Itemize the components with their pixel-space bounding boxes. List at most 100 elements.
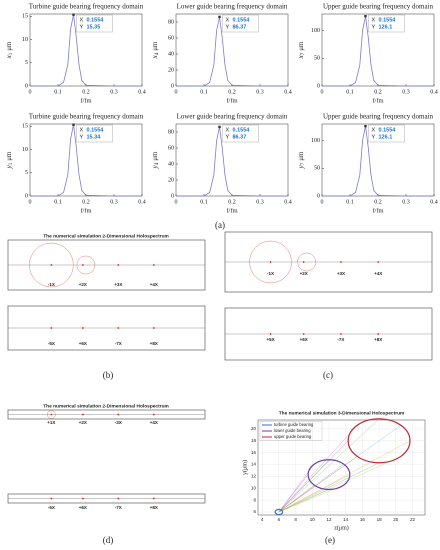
y-label-var: x	[297, 54, 305, 59]
chart-title: Turbine guide bearing frequency domain	[29, 113, 144, 121]
y-tick-label: 5	[25, 170, 28, 176]
x-tick-label: 0.3	[256, 199, 264, 205]
harmonic-label: -1X	[48, 282, 55, 287]
y-tick-label: 15	[22, 14, 28, 20]
y-tick-label: 100	[311, 28, 320, 34]
harmonic-dot	[269, 333, 272, 335]
spectrum-line	[176, 126, 288, 197]
datatip-marker	[72, 123, 75, 126]
y-tick-label: 16	[251, 450, 257, 455]
harmonic-label: +2X	[79, 420, 87, 425]
panel-label: (e)	[325, 535, 335, 545]
y-axis-label: y1μm	[5, 151, 15, 169]
harmonic-label: -5X	[48, 505, 55, 510]
x-tick-label: 20	[393, 517, 399, 522]
harmonic-dot	[50, 327, 53, 329]
x-tick-label: 14	[343, 517, 349, 522]
y-tick-label: 0	[317, 83, 320, 89]
harmonic-label: +8X	[150, 505, 158, 510]
y-label-unit: μm	[5, 151, 13, 161]
panel-title: The numerical simulation 3-Dimensional H…	[279, 410, 405, 416]
x-tick-label: 0.1	[200, 199, 208, 205]
harmonic-dot	[377, 333, 380, 335]
x-tick-label: 0.3	[402, 89, 410, 95]
y-tick-label: 10	[22, 37, 28, 43]
harmonic-circle	[76, 255, 96, 275]
datatip-x: 0.1554	[87, 127, 105, 133]
panel-label: (d)	[103, 535, 114, 545]
x-tick-label: 0.1	[200, 89, 208, 95]
spectrum-line	[322, 16, 434, 87]
panel-title: The numerical simulation 2-Dimensional H…	[43, 233, 169, 239]
x-tick-label: 10	[310, 517, 316, 522]
datatip-box	[76, 124, 113, 143]
cone-line	[278, 440, 411, 513]
legend-label: upper guide bearing	[274, 434, 312, 439]
x-tick-label: 16	[360, 517, 366, 522]
legend-frame	[259, 421, 323, 441]
datatip-x-label: X	[372, 127, 376, 133]
datatip-marker	[364, 14, 367, 18]
panel-label: (b)	[103, 370, 114, 380]
y-axis-label: y7μm	[297, 151, 307, 169]
y-tick-label: 15	[22, 124, 28, 130]
datatip-x-label: X	[80, 127, 84, 133]
x-axis-label: f/fm	[226, 97, 237, 104]
x-tick-label: 0	[321, 89, 324, 95]
harmonic-circle	[29, 242, 74, 288]
harmonic-label: +1X	[47, 420, 55, 425]
bearing-orbit	[347, 418, 411, 464]
datatip-marker	[364, 124, 367, 128]
harmonic-dot	[117, 497, 120, 500]
cone-line	[278, 462, 380, 513]
harmonic-dot	[152, 413, 155, 416]
datatip-box	[368, 14, 405, 33]
datatip-box	[222, 14, 259, 33]
datatip-x: 0.1554	[233, 127, 251, 133]
chart-title: Lower guide bearing frequency domain	[177, 113, 288, 121]
y-tick-label: 18	[251, 438, 257, 443]
spectrum-line	[30, 14, 142, 87]
y-axis-label: x7μm	[297, 41, 307, 59]
x-axis-label: f/fm	[80, 207, 91, 214]
x-tick-label: 6	[278, 517, 281, 522]
harmonic-label: +2X	[79, 282, 87, 287]
harmonic-label: +6X	[300, 337, 308, 342]
x-tick-label: 0.4	[138, 199, 146, 205]
harmonic-circle	[249, 240, 292, 284]
x-tick-label: 0.1	[346, 199, 354, 205]
harmonic-dot	[152, 327, 155, 329]
harmonic-label: -5X	[48, 341, 55, 346]
y-label-sub: 1	[9, 52, 14, 55]
chart-title: Upper guide bearing frequency domain	[323, 113, 434, 121]
y-label-sub: 7	[301, 162, 306, 165]
y-tick-label: 40	[168, 51, 174, 57]
datatip-y-label: Y	[372, 24, 376, 30]
datatip-box	[76, 14, 113, 33]
x-tick-label: 0.1	[54, 89, 62, 95]
x-tick-label: 0	[175, 199, 178, 205]
harmonic-label: +3X	[337, 271, 345, 276]
datatip-y-label: Y	[226, 134, 230, 140]
datatip-box	[222, 124, 259, 143]
datatip-y: 126.1	[379, 24, 393, 30]
x-axis-label: f/fm	[372, 97, 383, 104]
x-axis-label: z(μm)	[334, 524, 349, 531]
harmonic-label: +5X	[266, 337, 274, 342]
y-tick-label: 5	[25, 60, 28, 66]
x-tick-label: 0	[175, 89, 178, 95]
datatip-y: 15.34	[87, 134, 102, 140]
x-tick-label: 0.3	[402, 199, 410, 205]
x-tick-label: 0.2	[374, 199, 382, 205]
harmonic-label: +4X	[150, 420, 158, 425]
harmonic-dot	[302, 261, 305, 263]
panel-label: (a)	[215, 220, 225, 230]
y-label-var: x	[5, 54, 13, 59]
y-tick-label: 80	[168, 19, 174, 25]
y-tick-label: 0	[171, 83, 174, 89]
x-tick-label: 0	[29, 199, 32, 205]
harmonic-dot	[81, 264, 84, 266]
x-tick-label: 0.4	[430, 199, 438, 205]
harmonic-dot	[377, 261, 380, 263]
x-tick-label: 0.2	[82, 199, 90, 205]
